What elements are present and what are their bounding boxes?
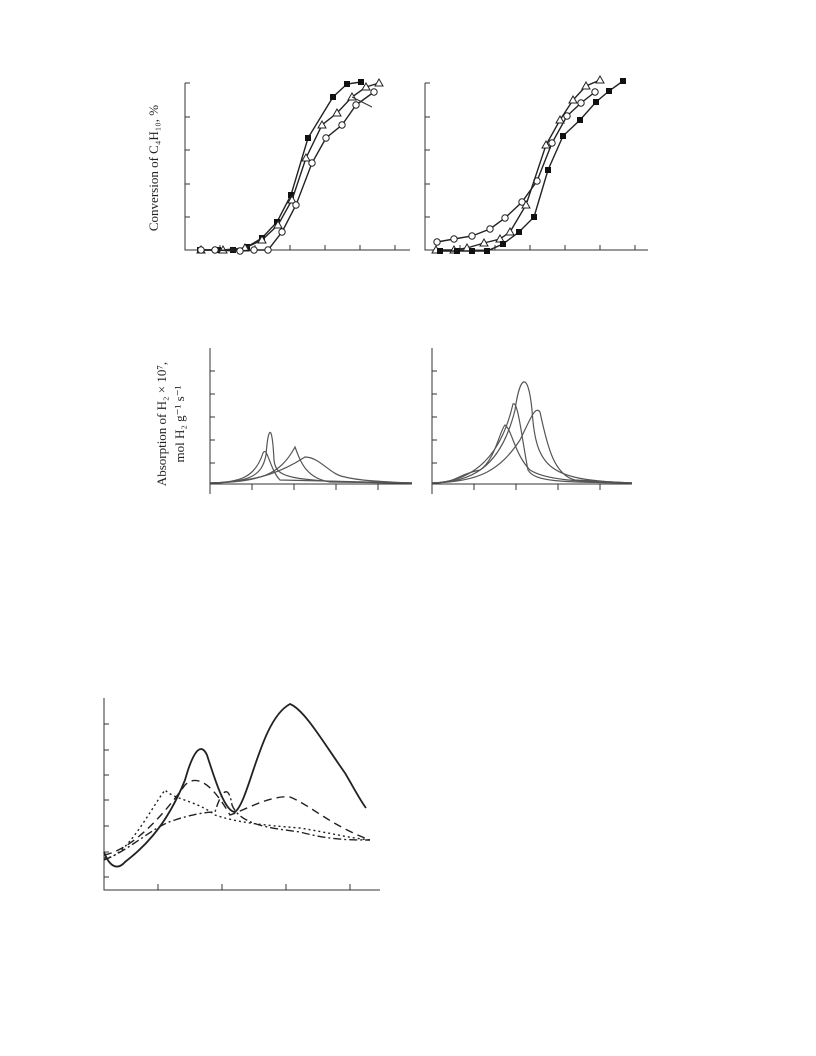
curve [201,82,380,251]
curve [103,703,367,868]
marker [577,117,583,123]
marker [264,246,272,254]
axes [209,348,632,494]
marker [560,133,566,139]
marker [495,233,505,243]
curve [440,80,624,252]
marker [606,88,612,94]
pointer [351,96,373,108]
marker [218,244,228,254]
curve [209,450,413,484]
marker [374,77,384,87]
axes [103,83,648,891]
curve [209,431,413,484]
marker [521,199,531,209]
marker [548,139,556,147]
marker [450,235,458,243]
marker [338,121,346,129]
marker [593,99,599,105]
marker [541,139,551,149]
curve [431,403,633,484]
marker [308,159,316,167]
marker [332,107,342,117]
fig1-y-label: Conversion of C₄H₁₀, % [146,105,161,231]
marker [273,219,283,229]
marker [505,226,515,236]
marker [317,119,327,129]
marker [484,248,490,254]
marker [197,246,205,254]
marker [236,247,244,255]
marker [301,152,311,162]
marker [278,228,286,236]
marker [486,225,494,233]
marker [454,248,460,254]
marker [352,101,360,109]
marker [322,134,330,142]
curve [209,445,413,484]
curve [431,409,633,484]
marker [479,237,489,247]
marker [620,78,626,84]
marker [531,214,537,220]
marker [516,229,522,235]
marker [555,114,565,124]
marker [305,135,311,141]
marker [288,192,294,198]
marker [501,214,509,222]
curve [103,779,371,856]
marker [433,238,441,246]
marker [230,247,236,253]
marker [287,194,297,204]
curve [431,381,633,484]
curve [103,788,371,859]
marker [257,234,267,244]
curve [103,791,371,861]
marker [591,88,599,96]
curve [201,91,375,252]
marker [595,74,605,84]
curve [436,79,601,251]
curve [209,456,413,484]
marker [437,248,443,254]
marker [469,248,475,254]
marker [370,88,378,96]
marker [330,94,336,100]
marker [211,246,219,254]
marker [563,112,571,120]
fig2-y-label: Absorption of H₂ × 10⁷, [154,362,169,486]
curve [431,424,633,484]
curve [436,91,596,243]
marker [581,80,591,90]
marker [358,79,364,85]
fig2-y-label: mol H₂ g⁻¹ s⁻¹ [172,385,187,462]
marker [344,81,350,87]
marker [577,99,585,107]
marker [250,246,258,254]
marker [568,94,578,104]
marker [361,81,371,91]
marker [545,167,551,173]
marker [468,232,476,240]
marker [500,241,506,247]
marker [292,201,300,209]
